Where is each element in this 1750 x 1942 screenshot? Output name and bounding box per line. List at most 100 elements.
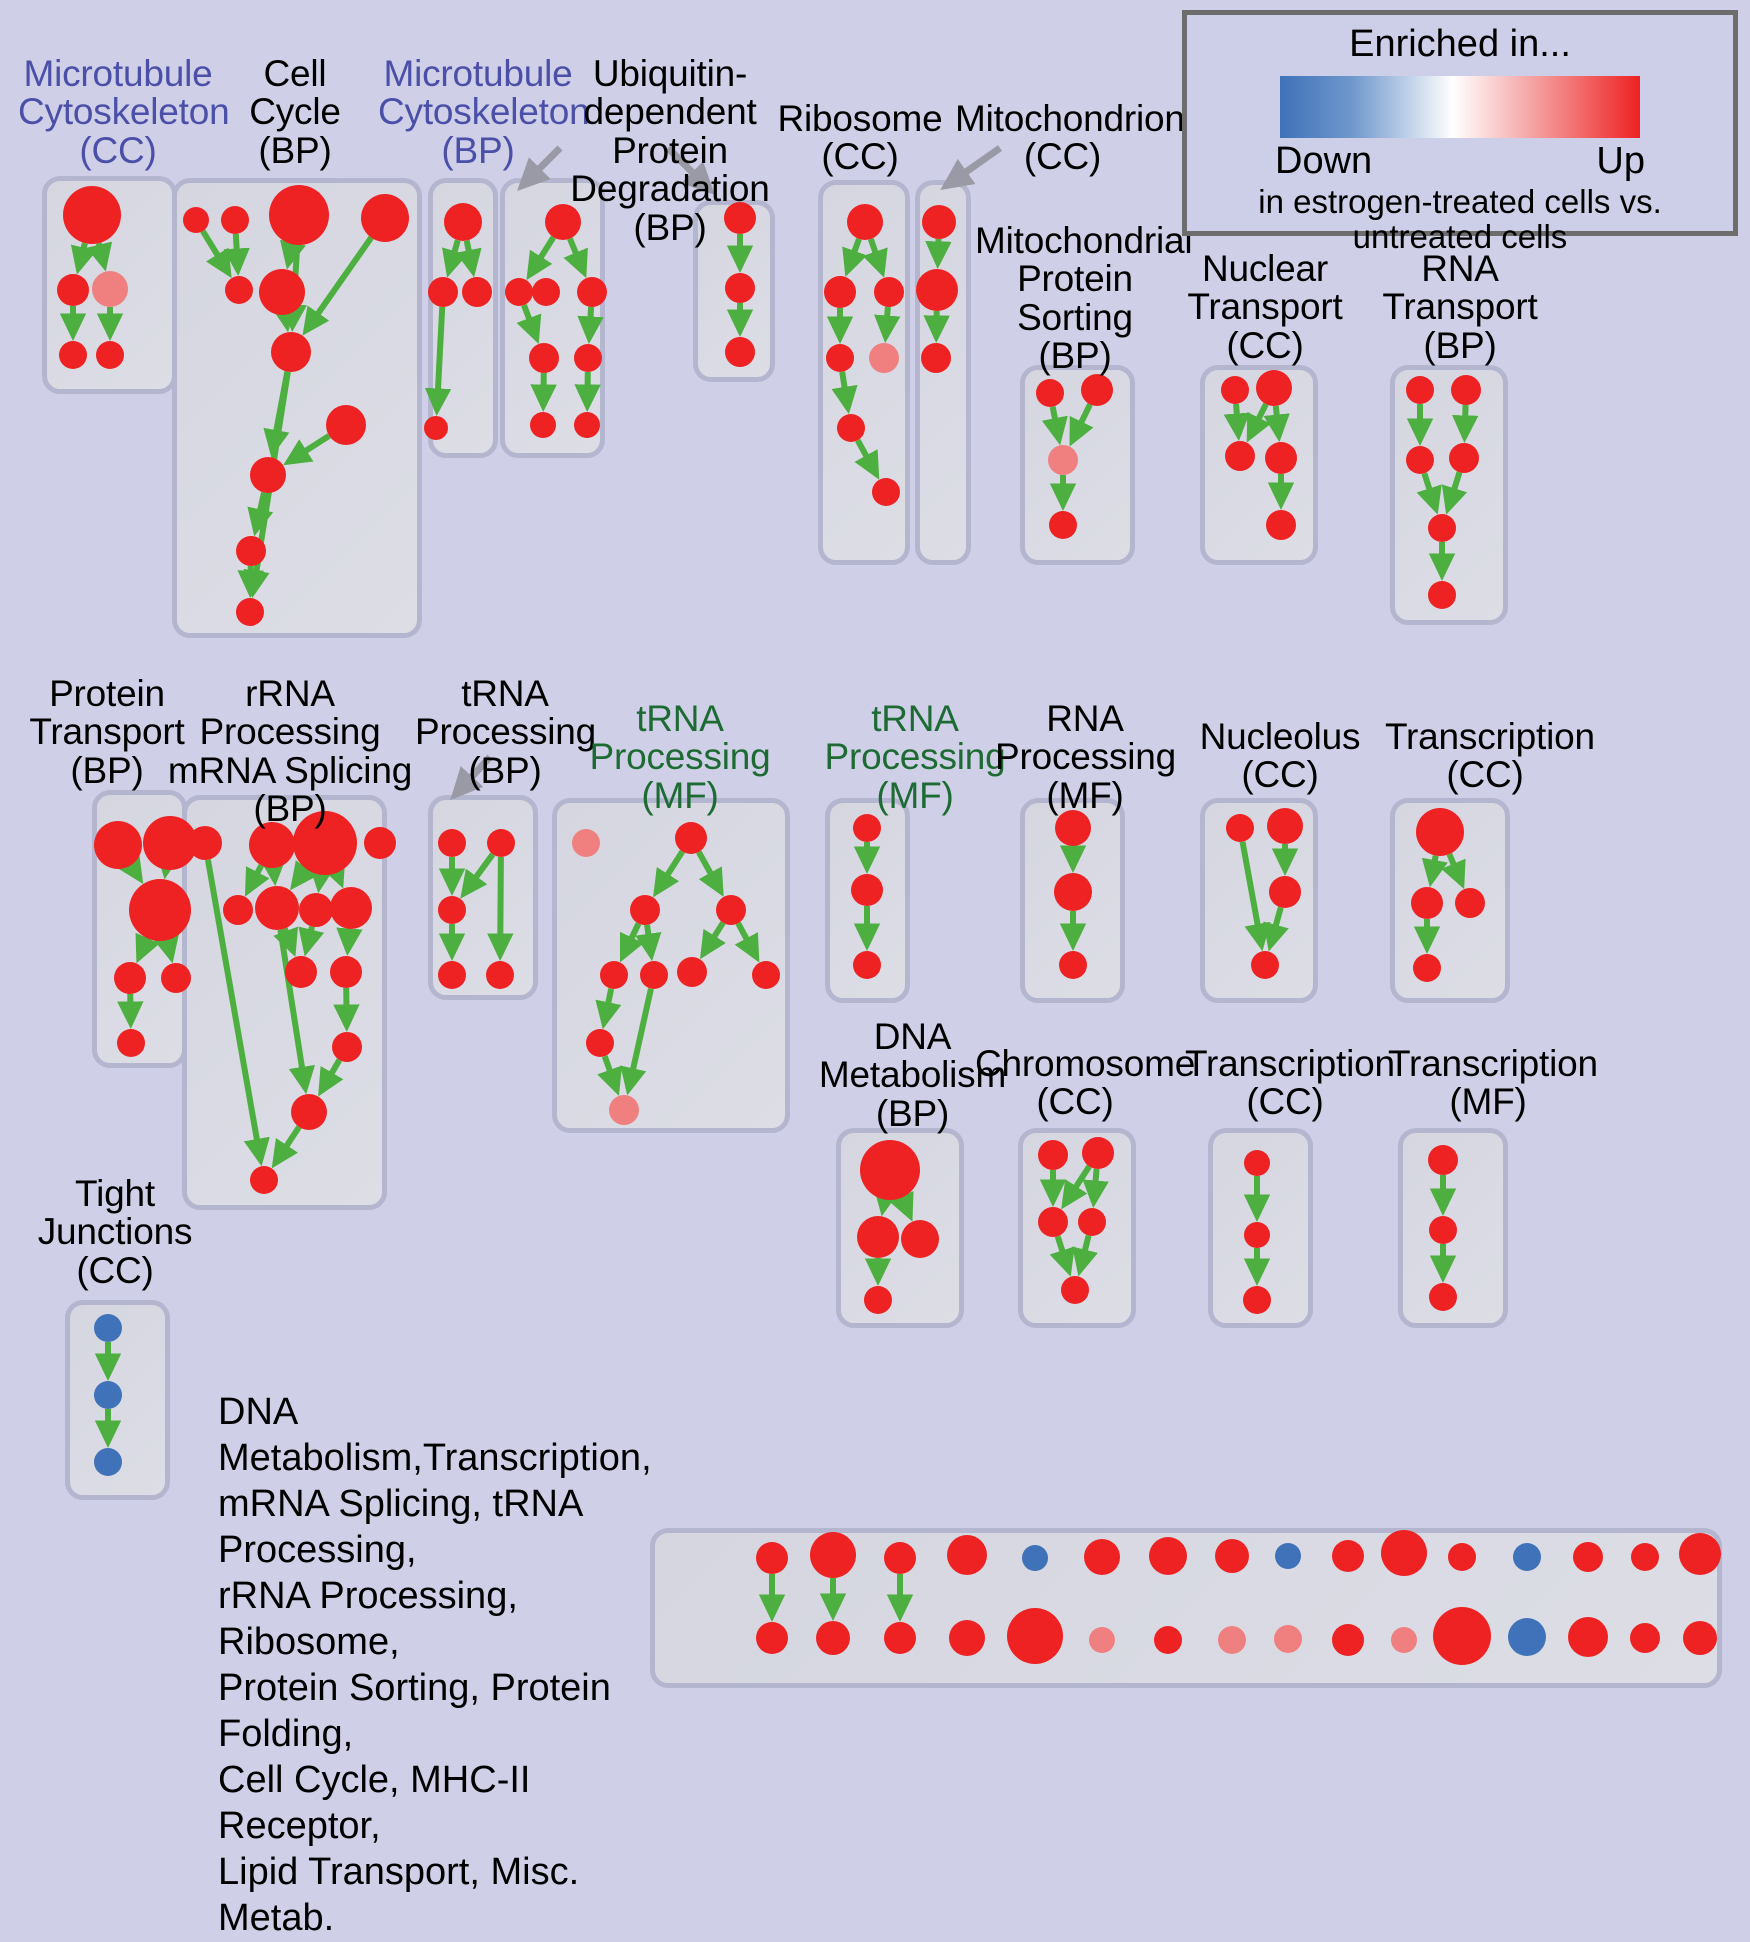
graph-node[interactable] [824,276,856,308]
graph-node[interactable] [1082,1137,1114,1169]
graph-node[interactable] [921,343,951,373]
graph-node[interactable] [630,895,660,925]
graph-node[interactable] [462,277,492,307]
graph-node[interactable] [225,276,253,304]
graph-node[interactable] [250,457,286,493]
graph-node[interactable] [1413,954,1441,982]
graph-node[interactable] [94,1381,122,1409]
graph-node[interactable] [330,887,372,929]
graph-node[interactable] [117,1029,145,1057]
graph-node[interactable] [1078,1208,1106,1236]
graph-node[interactable] [487,829,515,857]
graph-node[interactable] [1275,1543,1301,1569]
graph-node[interactable] [1061,1276,1089,1304]
graph-node[interactable] [1411,887,1443,919]
graph-node[interactable] [1059,951,1087,979]
graph-node[interactable] [444,203,482,241]
graph-node[interactable] [1428,1145,1458,1175]
graph-node[interactable] [364,827,396,859]
graph-node[interactable] [114,962,146,994]
graph-node[interactable] [1433,1607,1491,1665]
graph-node[interactable] [857,1216,899,1258]
graph-node[interactable] [1455,888,1485,918]
graph-node[interactable] [874,277,904,307]
graph-node[interactable] [1416,808,1464,856]
graph-node[interactable] [725,337,755,367]
graph-node[interactable] [1266,510,1296,540]
graph-node[interactable] [1332,1540,1364,1572]
graph-node[interactable] [1036,379,1064,407]
graph-node[interactable] [1022,1545,1048,1571]
graph-node[interactable] [1429,1216,1457,1244]
graph-node[interactable] [1265,442,1297,474]
graph-node[interactable] [574,412,600,438]
graph-node[interactable] [236,598,264,626]
graph-node[interactable] [1225,441,1255,471]
graph-node[interactable] [949,1620,985,1656]
graph-node[interactable] [872,478,900,506]
graph-node[interactable] [1048,445,1078,475]
graph-node[interactable] [1251,951,1279,979]
graph-node[interactable] [864,1286,892,1314]
graph-node[interactable] [92,271,128,307]
graph-node[interactable] [884,1542,916,1574]
graph-node[interactable] [837,414,865,442]
graph-node[interactable] [505,278,533,306]
graph-node[interactable] [94,821,142,869]
graph-node[interactable] [1243,1286,1271,1314]
graph-node[interactable] [1449,443,1479,473]
graph-node[interactable] [1049,511,1077,539]
graph-node[interactable] [1573,1542,1603,1572]
graph-node[interactable] [94,1448,122,1476]
graph-node[interactable] [756,1542,788,1574]
graph-node[interactable] [725,273,755,303]
graph-node[interactable] [269,185,329,245]
graph-node[interactable] [577,277,607,307]
graph-node[interactable] [847,204,883,240]
graph-node[interactable] [326,405,366,445]
graph-node[interactable] [259,269,305,315]
graph-node[interactable] [438,896,466,924]
graph-node[interactable] [1451,375,1481,405]
graph-node[interactable] [1679,1533,1721,1575]
graph-node[interactable] [922,205,956,239]
graph-node[interactable] [869,343,899,373]
graph-node[interactable] [1428,514,1456,542]
graph-node[interactable] [530,412,556,438]
graph-node[interactable] [1429,1283,1457,1311]
graph-node[interactable] [1221,376,1249,404]
graph-node[interactable] [1038,1140,1068,1170]
graph-node[interactable] [271,332,311,372]
graph-node[interactable] [716,895,746,925]
graph-node[interactable] [1448,1543,1476,1571]
graph-node[interactable] [255,886,299,930]
graph-node[interactable] [63,186,121,244]
graph-node[interactable] [1038,1207,1068,1237]
graph-node[interactable] [299,893,333,927]
graph-node[interactable] [574,344,602,372]
graph-node[interactable] [1154,1626,1182,1654]
graph-node[interactable] [424,416,448,440]
graph-node[interactable] [810,1532,856,1578]
graph-node[interactable] [1630,1623,1660,1653]
graph-node[interactable] [816,1621,850,1655]
graph-node[interactable] [1568,1617,1608,1657]
graph-node[interactable] [57,274,89,306]
graph-node[interactable] [1256,370,1292,406]
graph-node[interactable] [1084,1539,1120,1575]
graph-node[interactable] [1215,1539,1249,1573]
graph-node[interactable] [826,344,854,372]
graph-node[interactable] [1218,1626,1246,1654]
graph-node[interactable] [1274,1625,1302,1653]
graph-node[interactable] [1631,1543,1659,1571]
graph-node[interactable] [486,961,514,989]
graph-node[interactable] [129,879,191,941]
graph-node[interactable] [59,341,87,369]
graph-node[interactable] [1683,1621,1717,1655]
graph-node[interactable] [947,1535,987,1575]
graph-node[interactable] [1149,1537,1187,1575]
graph-node[interactable] [96,341,124,369]
graph-node[interactable] [529,343,559,373]
graph-node[interactable] [1269,876,1301,908]
graph-node[interactable] [677,957,707,987]
